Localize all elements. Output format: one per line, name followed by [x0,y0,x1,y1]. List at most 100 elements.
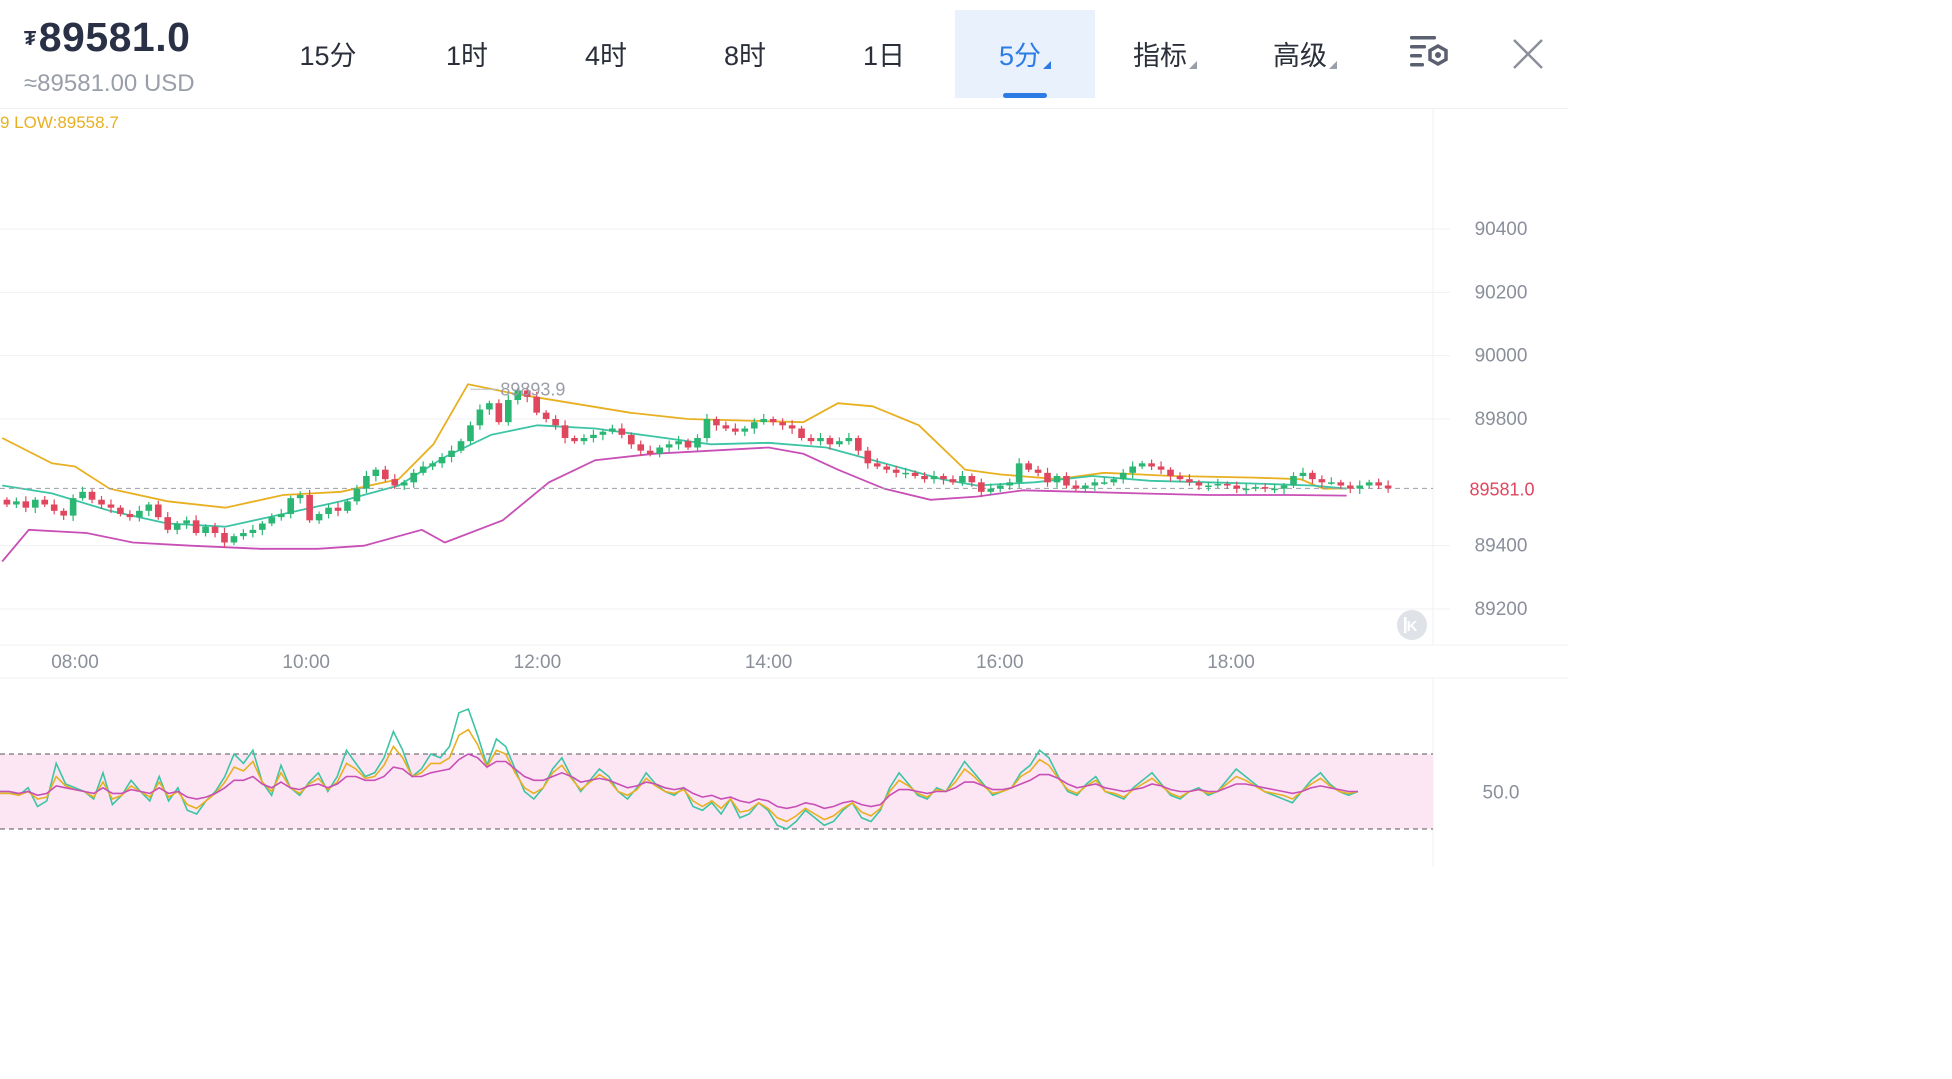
candle-body [306,495,313,521]
candle-body [353,488,361,502]
candle [1044,467,1051,487]
candle-body [542,412,550,419]
candle-body [31,499,39,508]
candle [1252,484,1259,492]
candle [968,473,976,487]
candle-body [1252,487,1259,489]
candle-body [259,523,266,530]
candle [665,440,673,452]
tab-1[interactable]: 1时 [397,10,537,98]
candle [41,495,49,508]
candle [940,473,947,485]
candle-body [136,510,143,518]
candle-body [117,507,124,514]
candle-body [1309,472,1316,480]
tab-3[interactable]: 8时 [675,10,815,98]
candle [277,508,285,521]
candle-body [249,529,257,533]
candle [590,429,597,443]
candle [760,413,768,425]
price-tick-label: 89400 [1475,536,1528,557]
candle-body [202,526,209,533]
rsi-panel: 50.0 [0,707,1519,830]
candle [646,445,654,457]
candle-body [1271,488,1278,491]
chart-area[interactable]: 89200 89400 89800 90000 90200 90400 08:00 10:0… [0,108,1568,867]
candle [296,491,304,504]
close-icon[interactable] [1504,30,1552,78]
candle-body [164,517,172,530]
candle-body [732,428,739,432]
candle [1356,480,1364,495]
candle [1309,470,1316,484]
candle-body [902,472,909,475]
candle [419,461,427,476]
candle-body [296,495,304,499]
candle [13,497,20,508]
tab-2[interactable]: 4时 [536,10,676,98]
candle [88,489,96,504]
boll-mid-line [2,424,1347,528]
candle-body [448,450,455,457]
active-tab-indicator [1003,93,1047,98]
candle [552,415,559,430]
candle-body [987,488,995,492]
candle [1365,479,1373,489]
candle [50,499,58,515]
candle [1223,481,1231,489]
candle-body [315,514,323,521]
candle-body [741,428,749,432]
candle-body [523,390,531,397]
candle [779,418,786,430]
tab-7[interactable]: 高级 [1235,10,1375,98]
candle-body [855,438,862,451]
candle-body [798,428,805,438]
last-price: ₮89581.0 [24,14,190,61]
candle [391,474,399,489]
candle-body [1328,482,1335,484]
time-axis: 08:00 10:00 12:00 14:00 16:00 18:00 [51,652,1255,673]
candle [382,465,389,482]
chart-settings-icon[interactable] [1406,30,1454,78]
candle-body [713,419,720,426]
candle [1034,465,1042,477]
candle-body [845,438,853,442]
legend-text: 9 LOW:89558.7 [0,113,119,132]
candle-body [1072,485,1080,489]
candle [202,524,209,537]
rsi-band [0,754,1433,829]
price-tick-label: 89200 [1475,599,1528,620]
candle [684,438,692,451]
candle [873,458,881,470]
candle [1015,458,1023,488]
tab-0[interactable]: 15分 [258,10,398,98]
candle-body [836,441,843,445]
candle [448,445,455,463]
candle [1328,477,1335,485]
candle [523,386,531,403]
candle-body [41,499,49,505]
candle [921,472,928,483]
scroll-to-latest-button[interactable]: K [1397,610,1427,640]
candle-body [750,422,758,429]
candle-body [1233,485,1241,489]
candle [325,503,332,519]
kline-chart[interactable]: 89200 89400 89800 90000 90200 90400 08:00 10:0… [0,108,1568,867]
candle [22,496,30,513]
candle [31,497,39,514]
rsi-line-mid [0,728,1359,823]
tab-label: 15分 [299,41,357,71]
price-tick-label: 89800 [1475,409,1528,430]
candle-body [807,438,815,442]
candle [240,529,247,540]
candle-body [1100,482,1108,484]
tab-5[interactable]: 5分 [955,10,1095,98]
candle [1063,472,1070,489]
tab-6[interactable]: 指标 [1095,10,1235,98]
candle-body [940,476,947,480]
candle-body [1242,488,1250,491]
candle-body [79,491,86,499]
candle-body [561,425,569,438]
tab-4[interactable]: 1日 [814,10,954,98]
candle-body [1082,485,1089,489]
